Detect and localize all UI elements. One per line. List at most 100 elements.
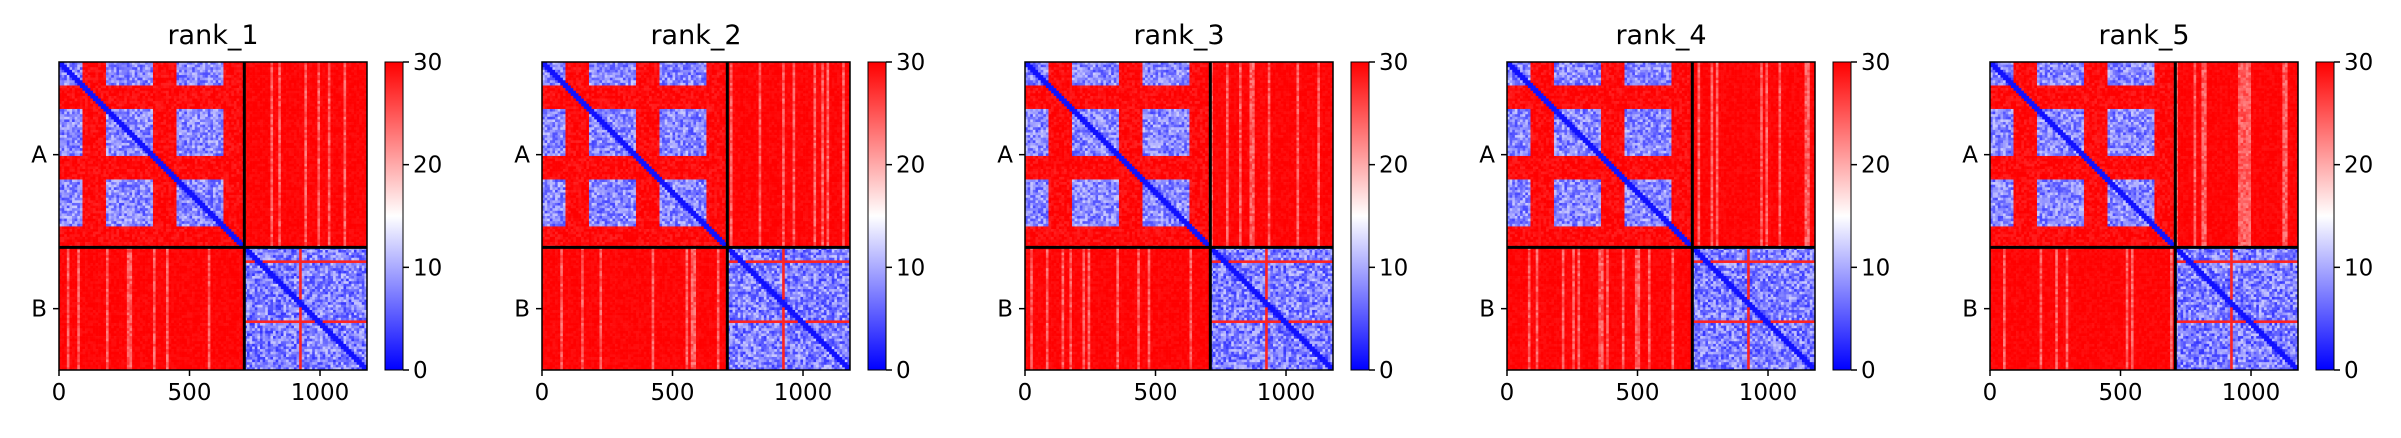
heatmap-cell: [278, 80, 281, 83]
heatmap-cell: [312, 106, 315, 109]
heatmap-cell: [260, 80, 263, 83]
heatmap-cell: [163, 88, 166, 91]
heatmap-cell: [236, 67, 239, 70]
heatmap-cell: [150, 125, 153, 128]
heatmap-cell: [122, 67, 125, 70]
heatmap-cell: [250, 75, 253, 78]
heatmap-cell: [205, 114, 208, 117]
heatmap-cell: [64, 78, 67, 81]
heatmap-cell: [315, 104, 318, 107]
heatmap-cell: [265, 114, 268, 117]
heatmap-cell: [192, 85, 195, 88]
heatmap-cell: [190, 122, 193, 125]
heatmap-cell: [127, 83, 130, 86]
heatmap-cell: [221, 119, 224, 122]
heatmap-cell: [323, 101, 326, 104]
heatmap-cell: [226, 80, 229, 83]
heatmap-cell: [333, 80, 336, 83]
heatmap-cell: [156, 67, 159, 70]
heatmap-cell: [171, 91, 174, 94]
heatmap-cell: [85, 117, 88, 120]
heatmap-cell: [67, 114, 70, 117]
heatmap-cell: [260, 91, 263, 94]
heatmap-cell: [101, 75, 104, 78]
heatmap-cell: [116, 117, 119, 120]
heatmap-cell: [85, 96, 88, 99]
heatmap-cell: [349, 67, 352, 70]
heatmap-cell: [239, 75, 242, 78]
heatmap-cell: [328, 96, 331, 99]
heatmap-cell: [77, 104, 80, 107]
heatmap-cell: [77, 96, 80, 99]
heatmap-cell: [69, 119, 72, 122]
heatmap-cell: [247, 91, 250, 94]
heatmap-cell: [153, 96, 156, 99]
heatmap-cell: [143, 114, 146, 117]
heatmap-cell: [163, 72, 166, 75]
heatmap-cell: [85, 119, 88, 122]
heatmap-cell: [132, 112, 135, 115]
heatmap-cell: [210, 67, 213, 70]
heatmap-cell: [226, 83, 229, 86]
heatmap-cell: [179, 117, 182, 120]
heatmap-cell: [289, 83, 292, 86]
heatmap-cell: [216, 83, 219, 86]
heatmap-cell: [93, 114, 96, 117]
heatmap-cell: [344, 75, 347, 78]
heatmap-cell: [161, 80, 164, 83]
heatmap-cell: [96, 112, 99, 115]
heatmap-cell: [124, 104, 127, 107]
heatmap-cell: [197, 117, 200, 120]
heatmap-cell: [158, 75, 161, 78]
heatmap-cell: [132, 67, 135, 70]
heatmap-cell: [255, 65, 258, 68]
heatmap-cell: [187, 117, 190, 120]
heatmap-cell: [143, 101, 146, 104]
heatmap-cell: [140, 78, 143, 81]
heatmap-cell: [344, 91, 347, 94]
heatmap-cell: [333, 78, 336, 81]
heatmap-cell: [328, 99, 331, 102]
heatmap-cell: [208, 88, 211, 91]
heatmap-cell: [203, 122, 206, 125]
heatmap-cell: [137, 117, 140, 120]
heatmap-cell: [88, 91, 91, 94]
heatmap-cell: [302, 67, 305, 70]
heatmap-cell: [192, 122, 195, 125]
heatmap-cell: [320, 109, 323, 112]
heatmap-cell: [299, 93, 302, 96]
heatmap-cell: [195, 83, 198, 86]
heatmap-cell: [174, 93, 177, 96]
heatmap-cell: [310, 114, 313, 117]
heatmap-cell: [182, 101, 185, 104]
heatmap-cell: [64, 112, 67, 115]
heatmap-cell: [124, 67, 127, 70]
heatmap-cell: [208, 83, 211, 86]
heatmap-cell: [62, 67, 65, 70]
heatmap-cell: [289, 109, 292, 112]
heatmap-cell: [357, 99, 360, 102]
heatmap-cell: [231, 70, 234, 73]
heatmap-cell: [323, 75, 326, 78]
heatmap-cell: [229, 96, 232, 99]
heatmap-cell: [114, 70, 117, 73]
heatmap-cell: [213, 117, 216, 120]
heatmap-cell: [351, 114, 354, 117]
heatmap-cell: [140, 88, 143, 91]
heatmap-cell: [270, 112, 273, 115]
heatmap-cell: [336, 119, 339, 122]
heatmap-cell: [229, 83, 232, 86]
heatmap-cell: [338, 72, 341, 75]
heatmap-cell: [200, 109, 203, 112]
heatmap-cell: [213, 78, 216, 81]
heatmap-cell: [307, 93, 310, 96]
heatmap-cell: [187, 85, 190, 88]
heatmap-cell: [223, 114, 226, 117]
heatmap-cell: [129, 112, 132, 115]
heatmap-cell: [158, 122, 161, 125]
heatmap-cell: [229, 99, 232, 102]
heatmap-cell: [182, 75, 185, 78]
heatmap-cell: [338, 117, 341, 120]
heatmap-cell: [80, 117, 83, 120]
heatmap-cell: [234, 67, 237, 70]
